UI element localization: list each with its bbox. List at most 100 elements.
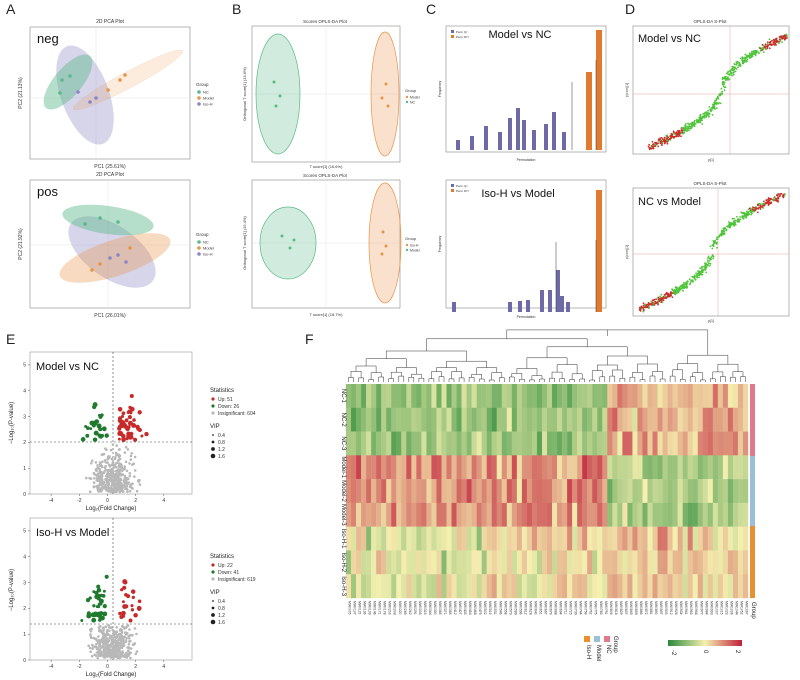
splot-point xyxy=(779,39,782,42)
heatmap-cell xyxy=(682,431,688,456)
heatmap-cell xyxy=(346,526,352,551)
volcano-point-insig xyxy=(125,484,129,488)
volcano-point-insig xyxy=(105,486,109,490)
splot-point xyxy=(657,296,660,299)
heatmap-cell xyxy=(632,431,638,456)
volcano-top-vip-title: VIP xyxy=(210,424,220,430)
heatmap-cell xyxy=(366,550,372,575)
heatmap-cell xyxy=(486,384,492,408)
heatmap-cell xyxy=(371,502,377,527)
volcano-point-down xyxy=(99,602,103,606)
splot-point xyxy=(698,117,701,119)
splot-point xyxy=(739,57,742,60)
volcano-point-insig xyxy=(125,636,128,640)
splot-point xyxy=(693,121,696,123)
heatmap-cell xyxy=(396,502,402,527)
volcano-point-down xyxy=(96,584,101,589)
heatmap-cell xyxy=(541,502,548,527)
volcano-point-insig xyxy=(125,631,128,635)
volcano-point-insig xyxy=(123,635,126,638)
volcano-point-insig xyxy=(94,645,98,649)
heatmap-cell xyxy=(582,574,588,599)
heatmap-cell xyxy=(637,574,643,599)
heatmap-cell xyxy=(406,384,412,408)
heatmap-cell xyxy=(386,550,392,575)
perm-bottom-bars xyxy=(452,190,602,312)
heatmap-cell xyxy=(376,502,382,527)
heatmap-cell xyxy=(652,455,658,480)
heatmap-cell xyxy=(396,384,402,408)
volcano-point-up xyxy=(120,610,126,616)
splot-point xyxy=(670,137,672,140)
heatmap-col-label: MW0837 xyxy=(624,601,628,615)
splot-point xyxy=(664,293,666,296)
heatmap-col-label: MW1036 xyxy=(729,601,733,615)
heatmap-col-label: MW0249 xyxy=(403,601,407,615)
volcano-point-insig xyxy=(96,467,99,470)
heatmap-cell xyxy=(406,407,412,432)
volcano-point-insig xyxy=(114,474,117,478)
splot-point xyxy=(723,89,726,92)
heatmap-row-labels: NC-1NC-2NC-3Model-1Model-2Model-3Iso-H-1… xyxy=(340,389,346,597)
heatmap-cell xyxy=(391,407,397,432)
heatmap-cell xyxy=(451,574,457,599)
dendrogram-branch xyxy=(659,378,666,382)
heatmap-cell xyxy=(521,574,528,599)
splot-point xyxy=(700,116,702,119)
dendrogram-branch xyxy=(599,376,606,382)
heatmap-cell xyxy=(697,431,703,456)
perm-top-legend-r2y: Perm R²Y xyxy=(456,35,469,39)
dendrogram-branch xyxy=(378,376,384,382)
heatmap-cell xyxy=(712,455,719,480)
heatmap-cell xyxy=(727,407,734,432)
heatmap-cell xyxy=(361,574,367,599)
volcano-point-insig xyxy=(107,624,110,627)
heatmap-cell xyxy=(441,431,447,456)
heatmap-col-label: MW0203 xyxy=(388,601,392,615)
heatmap-cell xyxy=(737,455,744,480)
heatmap-cell xyxy=(416,502,422,527)
heatmap-cell xyxy=(476,384,482,408)
perm-bar-r2y xyxy=(586,72,592,150)
volcano-point-insig xyxy=(89,628,92,631)
volcano-point-insig xyxy=(117,453,120,456)
volcano-bottom-vip-swatch-2 xyxy=(211,606,215,610)
heatmap-cell xyxy=(351,502,357,527)
heatmap-col-label: MW0783 xyxy=(599,601,603,615)
volcano-point-insig xyxy=(96,656,99,660)
splot-point xyxy=(723,81,726,84)
splot-point xyxy=(697,273,700,276)
splot-point xyxy=(689,122,692,125)
volcano-point-insig xyxy=(133,469,137,472)
heatmap-cell xyxy=(557,455,563,480)
volcano-xtick-label: 2 xyxy=(134,664,137,670)
heatmap-cell xyxy=(536,526,543,551)
splot-point xyxy=(750,56,753,59)
pca-neg-plot: 2D PCA Plot neg PC1 (25.61%) PC2 (21.13%… xyxy=(18,19,214,170)
volcano-top-stats-down-swatch xyxy=(211,404,215,408)
splot-bottom-points xyxy=(638,193,786,313)
heatmap-col-label: MW0178 xyxy=(383,601,387,615)
volcano-point-insig xyxy=(110,457,114,461)
oplsda-top-plot: Scores OPLS-DA Plot T score[1] (16.6%) O… xyxy=(242,19,420,169)
heatmap-col-label: MW0612 xyxy=(523,601,527,615)
perm-bar-q2 xyxy=(562,132,566,150)
oplsda-bottom-point xyxy=(380,252,384,256)
heatmap-cell xyxy=(727,384,734,408)
heatmap-cell xyxy=(607,502,613,527)
splot-point xyxy=(764,47,767,49)
heatmap-cell xyxy=(346,407,352,432)
volcano-xtick-label: 4 xyxy=(162,498,165,504)
volcano-point-insig xyxy=(109,448,113,452)
volcano-point-insig xyxy=(122,467,126,471)
dendrogram-branch xyxy=(551,371,563,379)
heatmap-cell xyxy=(461,574,467,599)
volcano-point-insig xyxy=(115,643,118,646)
heatmap-cell xyxy=(466,407,472,432)
volcano-point-insig xyxy=(119,637,122,641)
volcano-point-down xyxy=(104,433,109,438)
heatmap-cell xyxy=(486,526,492,551)
splot-point xyxy=(766,202,769,204)
splot-point xyxy=(734,67,737,69)
heatmap-cell xyxy=(386,479,392,504)
